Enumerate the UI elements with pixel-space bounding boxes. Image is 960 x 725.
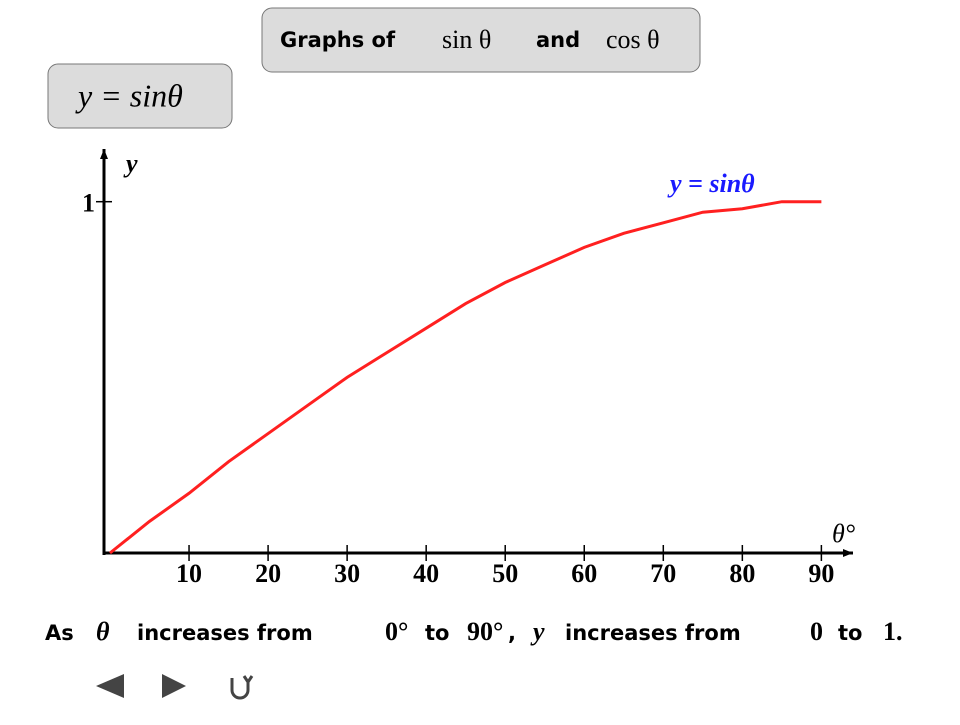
title-text: Graphs of	[280, 28, 396, 52]
nav-back[interactable]	[96, 674, 124, 698]
x-tick-label: 60	[571, 559, 597, 588]
x-tick-label: 80	[729, 559, 755, 588]
sentence-part: to	[838, 621, 862, 645]
sentence-part: ,	[508, 621, 516, 645]
x-tick-label: 30	[334, 559, 360, 588]
sentence-part: increases from	[137, 621, 313, 645]
nav-forward[interactable]	[162, 674, 186, 698]
sentence-part: increases from	[565, 621, 741, 645]
title-box	[261, 7, 701, 73]
title-text: and	[536, 28, 580, 52]
x-axis-arrow	[843, 549, 853, 557]
y-axis-label: y	[123, 149, 138, 178]
x-tick-label: 20	[255, 559, 281, 588]
sentence: As θ increases from 0° to 90°, y increases from…	[45, 617, 903, 646]
nav-return[interactable]	[230, 675, 254, 700]
sentence-part: y	[530, 617, 545, 646]
y-axis-arrow	[100, 149, 108, 159]
x-tick-label: 70	[650, 559, 676, 588]
x-tick-label: 50	[492, 559, 518, 588]
sentence-part: 0	[810, 617, 823, 646]
title-math: sin θ	[442, 25, 491, 54]
series-label: y = sinθ	[667, 169, 755, 198]
subtitle: y = sinθ	[75, 77, 183, 113]
sentence-part: As	[45, 621, 74, 645]
sentence-part: to	[425, 621, 449, 645]
sentence-part: 1.	[883, 617, 903, 646]
sentence-part: θ	[96, 617, 110, 646]
x-tick-label: 90	[808, 559, 834, 588]
y-tick-label: 1	[82, 189, 95, 218]
sentence-part: 90°	[467, 617, 503, 646]
x-tick-label: 40	[413, 559, 439, 588]
sentence-part: 0°	[385, 617, 408, 646]
line	[109, 200, 822, 555]
subtitle-box	[47, 63, 233, 129]
x-tick-label: 10	[176, 559, 202, 588]
title-math: cos θ	[606, 25, 660, 54]
x-axis-label: θ°	[832, 519, 855, 548]
